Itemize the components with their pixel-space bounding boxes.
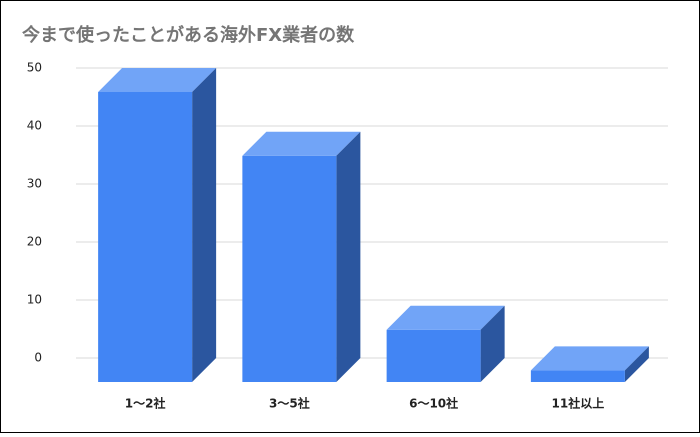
bar-top: [98, 68, 217, 92]
y-tick-label: 40: [27, 119, 42, 133]
x-tick-label: 1～2社: [125, 396, 166, 411]
bar-front: [98, 92, 193, 382]
bar-side: [192, 68, 217, 382]
bar: [530, 346, 649, 382]
bar-front: [242, 155, 337, 382]
y-tick-label: 20: [27, 235, 42, 249]
y-tick-label: 0: [34, 351, 42, 365]
bar-side: [624, 346, 649, 382]
y-tick-label: 50: [27, 61, 42, 75]
bar: [242, 131, 361, 382]
bar-front: [530, 370, 625, 382]
bar-side: [336, 131, 361, 382]
x-tick-label: 11社以上: [552, 396, 605, 411]
x-tick-label: 6～10社: [409, 396, 458, 411]
chart-title: 今まで使ったことがある海外FX業者の数: [22, 24, 355, 46]
y-tick-label: 30: [27, 177, 42, 191]
y-tick-label: 10: [27, 293, 42, 307]
bar-top: [242, 131, 361, 156]
bar: [98, 68, 217, 382]
bar: [386, 305, 505, 382]
bar-side: [480, 305, 505, 382]
bar-front: [386, 329, 481, 382]
bar-top: [530, 346, 649, 371]
x-tick-label: 3～5社: [269, 396, 310, 411]
bar-top: [386, 305, 505, 330]
